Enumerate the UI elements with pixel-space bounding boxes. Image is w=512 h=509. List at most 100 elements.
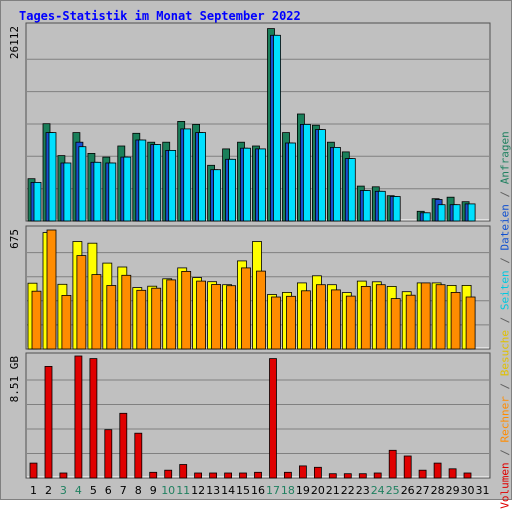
bar-seiten-day-9: [153, 144, 162, 222]
bar-volumen-day-25: [388, 449, 397, 479]
bar-volumen-day-7: [119, 412, 128, 479]
bar-volumen-day-6: [104, 429, 113, 479]
bar-rechner-day-13: [211, 284, 222, 350]
bar-seiten-day-25: [392, 196, 401, 222]
bar-seiten-day-24: [377, 190, 386, 222]
bar-rechner-day-4: [76, 255, 87, 350]
bar-volumen-day-2: [44, 365, 53, 479]
bar-seiten-day-7: [123, 156, 132, 222]
bar-rechner-day-16: [256, 270, 266, 350]
top-panel-ymax-label: 26112: [8, 26, 21, 59]
bar-volumen-day-27: [418, 469, 427, 479]
bar-rechner-day-9: [151, 287, 162, 350]
bar-volumen-day-3: [59, 472, 68, 479]
bar-volumen-day-16: [254, 471, 262, 479]
bar-volumen-day-15: [239, 472, 247, 479]
x-tick-label-23: 23: [356, 484, 370, 497]
bar-rechner-day-10: [166, 279, 177, 350]
bar-seiten-day-1: [33, 181, 42, 222]
bar-rechner-day-15: [241, 267, 251, 350]
bar-volumen-day-19: [298, 465, 307, 479]
bar-volumen-day-4: [74, 355, 83, 479]
bar-rechner-day-27: [420, 282, 431, 350]
x-tick-label-20: 20: [311, 484, 325, 497]
side-legend-part-4: Besuche: [498, 329, 512, 377]
side-legend-text: Volumen / Rechner / Besuche / Seiten / D…: [499, 131, 512, 509]
bar-volumen-day-20: [313, 466, 322, 479]
bar-rechner-day-17: [271, 296, 281, 350]
x-tick-label-30: 30: [461, 484, 475, 497]
side-legend-part-7: /: [498, 250, 512, 271]
bar-rechner-day-3: [61, 294, 72, 350]
side-legend-part-9: /: [498, 184, 512, 205]
bar-seiten-day-3: [63, 162, 72, 222]
x-tick-label-10: 10: [161, 484, 175, 497]
bottom-panel-frame: [25, 352, 491, 479]
bar-rechner-day-29: [450, 291, 461, 350]
bar-volumen-day-12: [194, 472, 203, 479]
x-tick-label-21: 21: [326, 484, 340, 497]
bar-seiten-day-18: [288, 142, 296, 222]
x-tick-label-25: 25: [386, 484, 400, 497]
bar-rechner-day-12: [196, 280, 207, 350]
bar-seiten-day-16: [258, 148, 266, 222]
bar-rechner-day-21: [330, 289, 341, 350]
bar-rechner-day-30: [465, 296, 476, 350]
bar-volumen-day-29: [448, 468, 457, 479]
bar-rechner-day-20: [315, 284, 326, 350]
bar-volumen-day-10: [164, 469, 173, 479]
x-tick-label-4: 4: [75, 484, 82, 497]
bar-rechner-day-5: [91, 274, 102, 350]
bar-volumen-day-24: [373, 472, 382, 479]
bar-volumen-day-18: [283, 471, 292, 479]
bar-rechner-day-28: [435, 284, 446, 350]
x-tick-label-24: 24: [371, 484, 385, 497]
bar-seiten-day-29: [452, 204, 461, 222]
side-legend-part-2: Rechner: [498, 396, 512, 443]
x-tick-label-9: 9: [150, 484, 157, 497]
bar-volumen-day-21: [328, 473, 337, 479]
bar-seiten-day-15: [243, 147, 251, 222]
bar-seiten-day-17: [273, 34, 281, 222]
chart-title: Tages-Statistik im Monat September 2022: [19, 9, 301, 23]
bar-seiten-day-13: [213, 169, 222, 222]
x-tick-label-26: 26: [401, 484, 415, 497]
bar-rechner-day-23: [360, 285, 371, 350]
x-tick-label-28: 28: [431, 484, 445, 497]
bar-seiten-day-21: [332, 146, 341, 222]
side-legend-part-10: Anfragen: [498, 131, 512, 185]
bar-seiten-day-22: [347, 158, 356, 222]
bar-seiten-day-11: [183, 128, 192, 222]
side-legend-part-6: Seiten: [498, 270, 512, 311]
bar-volumen-day-26: [403, 455, 412, 479]
x-tick-label-11: 11: [176, 484, 190, 497]
bar-seiten-day-20: [317, 129, 326, 222]
bar-volumen-day-23: [358, 473, 367, 479]
bar-seiten-day-28: [437, 204, 446, 222]
bar-volumen-day-17: [269, 358, 277, 479]
bar-rechner-day-6: [106, 285, 117, 350]
x-tick-label-27: 27: [416, 484, 430, 497]
bar-volumen-day-14: [224, 472, 233, 479]
x-tick-label-16: 16: [251, 484, 265, 497]
side-legend-part-1: /: [498, 442, 512, 463]
side-legend: Volumen / Rechner / Besuche / Seiten / D…: [498, 131, 512, 509]
x-tick-label-8: 8: [135, 484, 142, 497]
bar-seiten-day-27: [422, 212, 431, 222]
middle-panel-ymax-label: 675: [8, 229, 21, 249]
bar-seiten-day-6: [108, 162, 117, 222]
x-tick-label-3: 3: [60, 484, 67, 497]
x-tick-label-12: 12: [191, 484, 205, 497]
bar-rechner-day-8: [136, 289, 147, 350]
x-tick-label-29: 29: [446, 484, 460, 497]
side-legend-part-3: /: [498, 376, 512, 397]
bar-seiten-day-2: [48, 132, 57, 222]
bar-seiten-day-5: [93, 161, 102, 222]
bar-rechner-day-7: [121, 274, 132, 350]
bar-rechner-day-1: [31, 290, 42, 350]
bar-rechner-day-19: [300, 290, 311, 350]
bar-volumen-day-9: [149, 471, 158, 479]
bar-volumen-day-22: [343, 473, 352, 479]
bar-volumen-day-8: [134, 432, 143, 479]
